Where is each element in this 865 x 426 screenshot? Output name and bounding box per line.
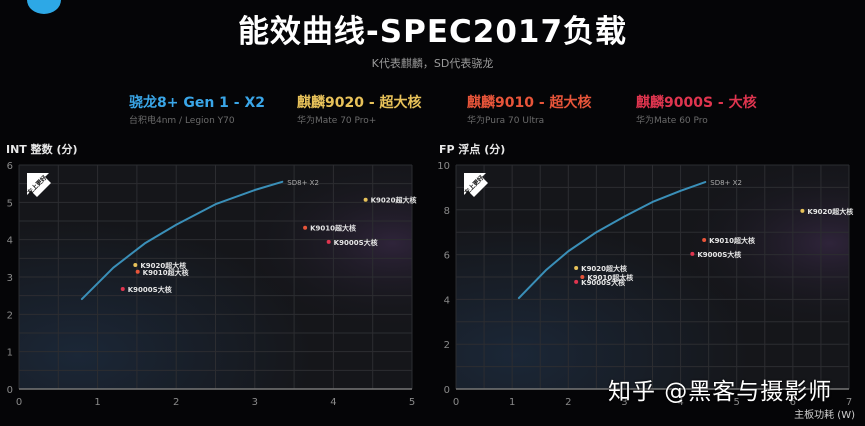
svg-text:K9010超大核: K9010超大核 — [143, 268, 189, 277]
svg-text:1: 1 — [509, 397, 515, 408]
svg-text:K9020超大核: K9020超大核 — [140, 261, 186, 270]
svg-text:SD8+ X2: SD8+ X2 — [287, 179, 319, 187]
int-chart-title: INT 整数 (分) — [6, 143, 78, 156]
svg-text:K9020超大核: K9020超大核 — [807, 207, 853, 216]
legend-item: 麒麟9000S - 大核华为Mate 60 Pro — [636, 92, 757, 126]
svg-text:0: 0 — [453, 397, 459, 408]
svg-text:0: 0 — [16, 397, 22, 408]
app-logo — [27, 0, 61, 14]
legend-item: 骁龙8+ Gen 1 - X2 台积电4nm / Legion Y70 — [129, 92, 265, 126]
svg-text:K9000S大核: K9000S大核 — [334, 238, 378, 247]
svg-text:4: 4 — [330, 397, 336, 408]
legend-device: 华为Mate 60 Pro — [636, 116, 708, 126]
legend-name: 骁龙8+ Gen 1 - X2 — [129, 95, 266, 111]
svg-text:6: 6 — [444, 251, 450, 262]
legend-device: 华为Mate 70 Pro+ — [297, 116, 377, 126]
svg-text:5: 5 — [409, 397, 415, 408]
legend: 骁龙8+ Gen 1 - X2 台积电4nm / Legion Y70 麒麟9020… — [0, 92, 865, 128]
svg-text:K9020超大核: K9020超大核 — [581, 264, 627, 273]
svg-text:5: 5 — [7, 198, 13, 209]
fp-chart-title: FP 浮点 (分) — [439, 143, 506, 156]
svg-text:8: 8 — [444, 206, 450, 217]
svg-text:K9020超大核: K9020超大核 — [371, 196, 417, 205]
svg-text:6: 6 — [790, 397, 796, 408]
svg-text:1: 1 — [94, 397, 100, 408]
legend-item: 麒麟9020 - 超大核华为Mate 70 Pro+ — [297, 92, 422, 126]
svg-text:2: 2 — [565, 397, 571, 408]
svg-text:3: 3 — [252, 397, 258, 408]
legend-device: 台积电4nm / Legion Y70 — [129, 116, 235, 126]
svg-text:SD8+ X2: SD8+ X2 — [710, 179, 742, 187]
svg-text:6: 6 — [7, 161, 13, 172]
svg-text:5: 5 — [734, 397, 740, 408]
svg-text:3: 3 — [7, 273, 13, 284]
svg-text:1: 1 — [7, 348, 13, 359]
legend-device: 华为Pura 70 Ultra — [467, 116, 545, 126]
legend-name: 麒麟9020 - 超大核 — [297, 95, 422, 111]
svg-text:K9010超大核: K9010超大核 — [587, 273, 633, 282]
legend-name: 麒麟9000S - 大核 — [636, 95, 757, 111]
svg-text:K9000S大核: K9000S大核 — [581, 278, 625, 287]
legend-item: 麒麟9010 - 超大核华为Pura 70 Ultra — [467, 92, 592, 126]
svg-text:K9010超大核: K9010超大核 — [310, 224, 356, 233]
svg-text:3: 3 — [621, 397, 627, 408]
legend-name: 麒麟9010 - 超大核 — [467, 95, 592, 111]
svg-text:4: 4 — [677, 397, 683, 408]
svg-text:2: 2 — [173, 397, 179, 408]
x-axis-label: 主板功耗 (W) — [794, 410, 855, 421]
svg-text:K9000S大核: K9000S大核 — [697, 250, 741, 259]
svg-text:10: 10 — [437, 161, 450, 172]
svg-text:0: 0 — [7, 385, 13, 396]
page-title: 能效曲线-SPEC2017负载 — [237, 14, 628, 50]
svg-text:0: 0 — [444, 385, 450, 396]
svg-text:2: 2 — [7, 310, 13, 321]
svg-text:4: 4 — [7, 236, 13, 247]
svg-text:4: 4 — [444, 295, 450, 306]
watermark: 知乎 @黑客与摄影师 — [608, 379, 833, 405]
svg-text:7: 7 — [846, 397, 852, 408]
svg-text:K9000S大核: K9000S大核 — [128, 285, 172, 294]
svg-text:K9010超大核: K9010超大核 — [709, 236, 755, 245]
page-subtitle: K代表麒麟，SD代表骁龙 — [371, 57, 494, 70]
svg-text:2: 2 — [444, 340, 450, 351]
